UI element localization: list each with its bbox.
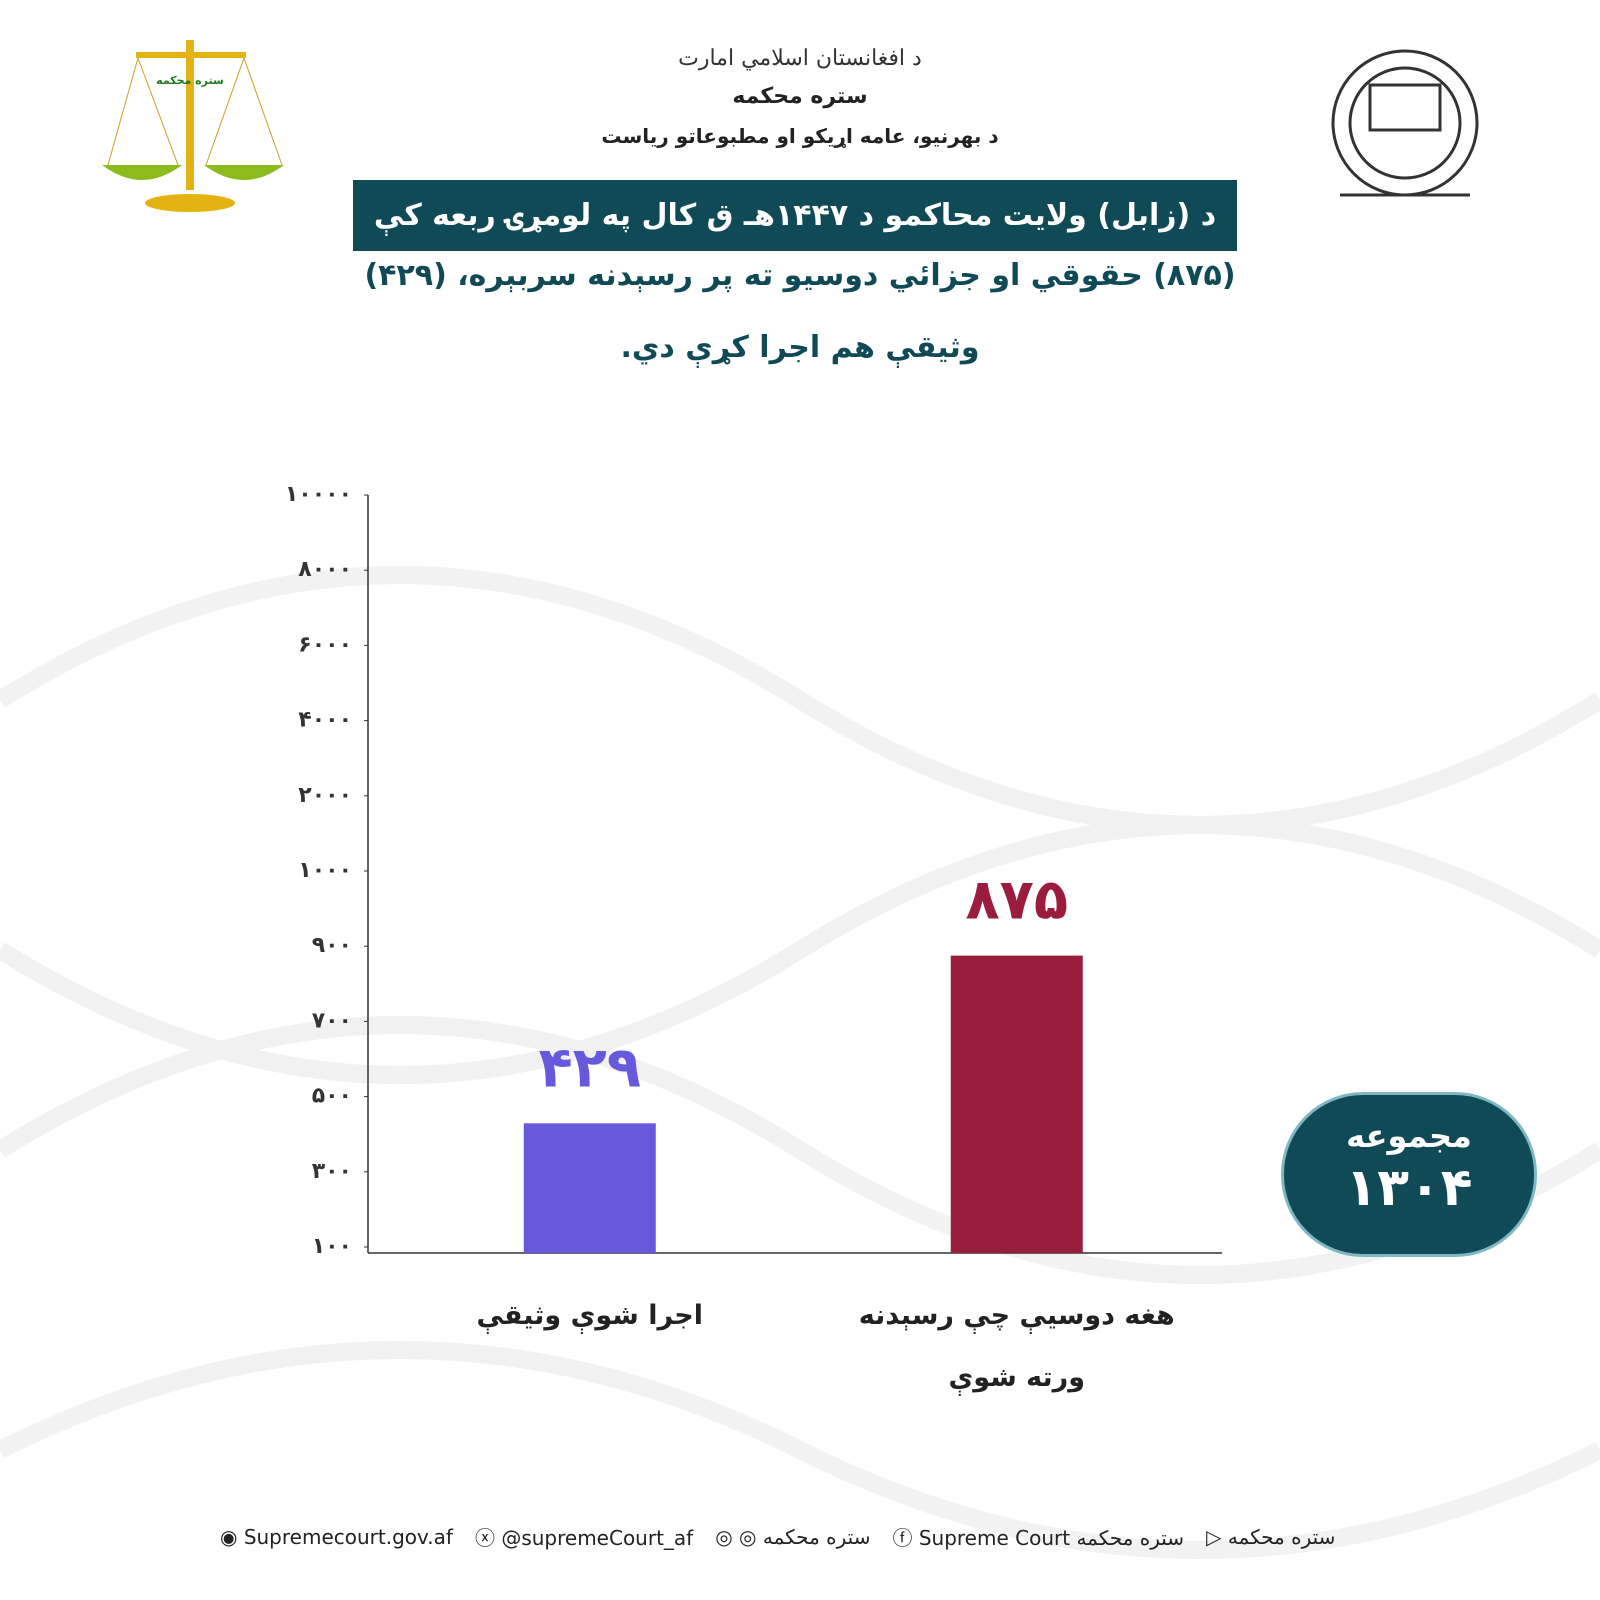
logo-scales bbox=[102, 40, 284, 212]
footer-link[interactable]: ◎ ◎ ستره محکمه bbox=[715, 1524, 871, 1549]
court: ستره محکمه bbox=[732, 84, 868, 109]
link-text[interactable]: Supreme Court ستره محکمه bbox=[918, 1526, 1185, 1550]
directorate: د بهرنيو، عامه اړيکو او مطبوعاتو رياست bbox=[601, 124, 999, 148]
footer-link[interactable]: ▷ ستره محکمه bbox=[1206, 1524, 1336, 1549]
footer-link[interactable]: ◉ Supremecourt.gov.af bbox=[220, 1524, 453, 1549]
chart-title: د (زابل) ولايت محاکمو د ۱۴۴۷هـ ق کال په … bbox=[353, 180, 1237, 251]
value-label: ۴۲۹ bbox=[538, 1035, 641, 1100]
link-text[interactable]: Supremecourt.gov.af bbox=[243, 1524, 453, 1549]
y-tick-label: ۱۰۰۰۰ bbox=[285, 482, 352, 507]
total: ۱۳۰۴ bbox=[1345, 1158, 1473, 1218]
y-tick-label: ۱۰۰ bbox=[312, 1234, 352, 1259]
emblem bbox=[1331, 49, 1479, 197]
logo-text: ستره محکمه bbox=[156, 74, 224, 87]
y-tick-label: ۶۰۰۰ bbox=[298, 632, 352, 657]
footer-link[interactable]: ⓧ @supremeCourt_af bbox=[474, 1526, 694, 1550]
x-tick-label: اجرا شوې وثيقې bbox=[476, 1300, 703, 1331]
link-text[interactable]: @supremeCourt_af bbox=[501, 1526, 694, 1550]
total-title: مجموعه bbox=[1346, 1117, 1472, 1155]
bar bbox=[523, 1123, 656, 1253]
subtitle-line: وثيقې هم اجرا کړې دي. bbox=[620, 330, 980, 365]
y-tick-label: ۴۰۰۰ bbox=[298, 708, 352, 733]
link-text[interactable]: ستره محکمه bbox=[1227, 1524, 1336, 1549]
footer-link[interactable]: ⓕ Supreme Court ستره محکمه bbox=[892, 1526, 1185, 1550]
subtitle-line: (۸۷۵) حقوقي او جزائي دوسيو ته پر رسېدنه … bbox=[364, 258, 1236, 293]
emirate: د افغانستان اسلامي امارت bbox=[678, 46, 922, 71]
bar bbox=[950, 955, 1083, 1253]
y-tick-label: ۱۰۰۰ bbox=[298, 858, 352, 883]
y-tick-label: ۵۰۰ bbox=[312, 1084, 352, 1109]
y-tick-label: ۳۰۰ bbox=[312, 1159, 352, 1184]
link-text[interactable]: ستره محکمه bbox=[762, 1524, 871, 1549]
y-tick-label: ۹۰۰ bbox=[312, 933, 352, 958]
x-tick-label: هغه دوسيې چې رسېدنه ورته شوې bbox=[858, 1300, 1175, 1393]
y-tick-label: ۲۰۰۰ bbox=[298, 783, 352, 808]
y-tick-label: ۸۰۰۰ bbox=[298, 557, 352, 582]
total-badge: مجموعه ۱۳۰۴ bbox=[1281, 1092, 1537, 1257]
footer: ◉ Supremecourt.gov.af ⓧ @supremeCourt_af… bbox=[220, 1522, 1400, 1551]
y-tick-label: ۷۰۰ bbox=[312, 1008, 352, 1033]
chart: ۱۰۰ ۳۰۰ ۵۰۰ ۷۰۰ ۹۰۰ ۱۰۰۰ ۲۰۰۰ ۴۰۰۰ ۶۰۰۰ ۸۰۰۰ ۱۰۰۰۰… bbox=[285, 482, 1222, 1259]
value-label: ۸۷۵ bbox=[965, 868, 1068, 933]
